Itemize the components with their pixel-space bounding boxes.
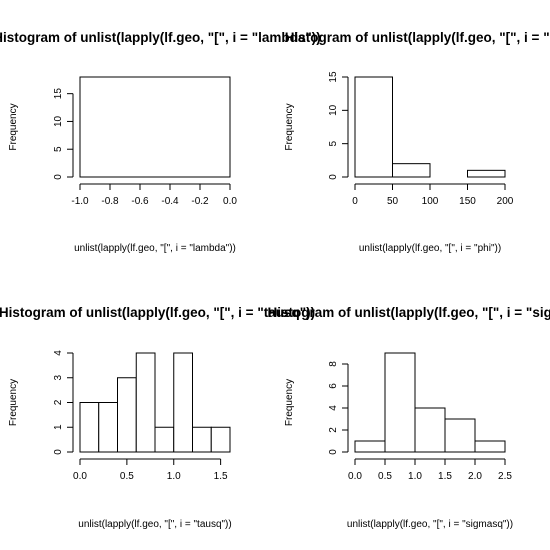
y-tick-label: 15	[328, 71, 339, 83]
y-tick-label: 4	[328, 405, 339, 411]
histogram-bar	[384, 352, 416, 453]
y-axis-label: Frequency	[284, 103, 295, 150]
histogram-bar	[135, 352, 156, 453]
histogram-bar	[444, 418, 476, 453]
x-tick-label: 1.5	[438, 471, 452, 482]
x-tick-label: 0.0	[73, 471, 87, 482]
x-tick-label: -0.8	[101, 196, 119, 207]
histogram-bar	[79, 76, 231, 178]
x-axis-label: unlist(lapply(lf.geo, "[", i = "lambda")…	[74, 243, 236, 254]
histogram-bar	[210, 426, 231, 453]
y-tick-label: 10	[53, 115, 64, 127]
y-tick-label: 0	[328, 174, 339, 180]
histogram-bar	[173, 352, 193, 453]
chart-title: Histogram of unlist(lapply(lf.geo, "[", …	[0, 305, 315, 320]
chart-title: Histogram of unlist(lapply(lf.geo, "[", …	[0, 30, 321, 45]
x-tick-label: 1.0	[167, 471, 181, 482]
x-tick-label: 0.5	[120, 471, 134, 482]
x-tick-label: 200	[497, 196, 514, 207]
x-tick-label: 2.0	[468, 471, 482, 482]
x-tick-label: 1.5	[214, 471, 228, 482]
y-tick-label: 2	[53, 399, 64, 405]
histogram-bar	[414, 407, 446, 453]
y-tick-label: 15	[53, 88, 64, 100]
x-tick-label: 50	[387, 196, 399, 207]
y-tick-label: 5	[328, 140, 339, 146]
chart-title: Histogram of unlist(lapply(lf.geo, "[", …	[267, 305, 550, 320]
histogram-bar	[467, 169, 506, 178]
histogram-bar	[354, 440, 386, 453]
y-axis-label: Frequency	[8, 103, 19, 150]
x-tick-label: 0.0	[348, 471, 362, 482]
histogram-bar	[98, 402, 118, 453]
x-tick-label: 150	[459, 196, 476, 207]
x-axis-label: unlist(lapply(lf.geo, "[", i = "phi"))	[359, 243, 501, 254]
x-tick-label: 0.0	[223, 196, 237, 207]
y-tick-label: 1	[53, 424, 64, 430]
y-tick-label: 0	[53, 174, 64, 180]
y-tick-label: 5	[53, 146, 64, 152]
histogram-bar	[474, 440, 506, 453]
y-tick-label: 3	[53, 375, 64, 381]
x-axis-label: unlist(lapply(lf.geo, "[", i = "tausq"))	[78, 519, 231, 530]
x-tick-label: 1.0	[408, 471, 422, 482]
histogram-panel-1: Histogram of unlist(lapply(lf.geo, "[", …	[0, 30, 321, 254]
x-tick-label: -0.2	[191, 196, 209, 207]
y-axis-label: Frequency	[8, 379, 19, 426]
x-tick-label: 0	[352, 196, 358, 207]
x-tick-label: -0.4	[161, 196, 179, 207]
y-tick-label: 2	[328, 427, 339, 433]
y-tick-label: 0	[328, 449, 339, 455]
histogram-bar	[192, 426, 212, 453]
histogram-bar	[154, 426, 175, 453]
y-tick-label: 8	[328, 361, 339, 367]
histogram-bar	[354, 76, 393, 178]
histogram-panel-3: Histogram of unlist(lapply(lf.geo, "[", …	[0, 305, 315, 530]
chart-title: Histogram of unlist(lapply(lf.geo, "[", …	[285, 30, 550, 45]
y-tick-label: 10	[328, 104, 339, 116]
histogram-bar	[117, 377, 137, 453]
y-axis-label: Frequency	[284, 379, 295, 426]
x-tick-label: 2.5	[498, 471, 512, 482]
y-tick-label: 6	[328, 383, 339, 389]
histogram-bar	[79, 402, 100, 453]
histogram-panel-2: Histogram of unlist(lapply(lf.geo, "[", …	[284, 30, 550, 254]
histogram-panel-4: Histogram of unlist(lapply(lf.geo, "[", …	[267, 305, 550, 530]
x-tick-label: 100	[422, 196, 439, 207]
x-axis-label: unlist(lapply(lf.geo, "[", i = "sigmasq"…	[347, 519, 513, 530]
y-tick-label: 4	[53, 350, 64, 356]
x-tick-label: -1.0	[71, 196, 89, 207]
x-tick-label: -0.6	[131, 196, 149, 207]
x-tick-label: 0.5	[378, 471, 392, 482]
histogram-bar	[392, 163, 431, 178]
y-tick-label: 0	[53, 449, 64, 455]
